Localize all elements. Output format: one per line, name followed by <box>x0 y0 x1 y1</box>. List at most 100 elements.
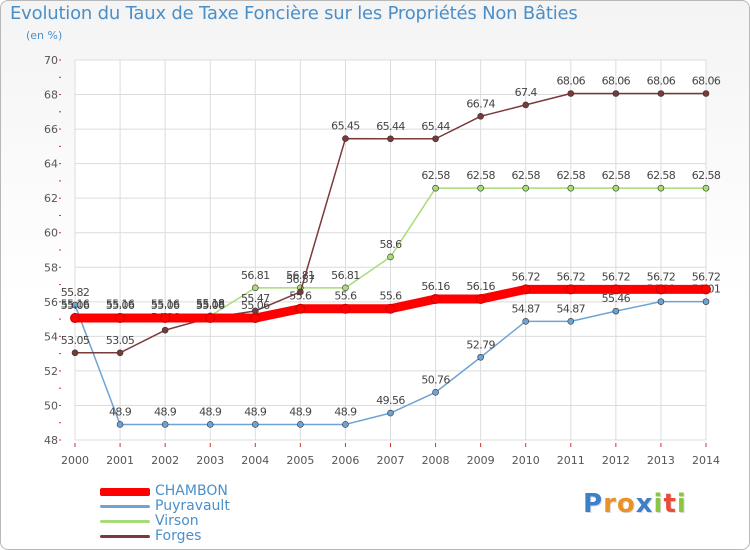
data-label: 48.9 <box>154 405 177 418</box>
data-label: 48.9 <box>244 405 267 418</box>
data-point <box>567 318 575 325</box>
data-point <box>342 284 349 292</box>
data-point <box>430 294 441 305</box>
data-point <box>251 284 259 292</box>
data-point <box>655 284 666 295</box>
data-point <box>701 284 711 295</box>
data-label: 65.44 <box>376 120 405 133</box>
data-label: 49.56 <box>376 394 405 407</box>
chart-title: Evolution du Taux de Taxe Foncière sur l… <box>10 3 578 24</box>
data-point <box>115 313 126 324</box>
data-label: 54.87 <box>511 302 540 315</box>
data-point <box>522 318 530 325</box>
data-point <box>70 313 80 324</box>
data-label: 53.05 <box>106 334 135 347</box>
data-label: 56.72 <box>511 270 540 283</box>
data-label: 55.16 <box>151 297 180 310</box>
data-label: 55.6 <box>334 290 357 303</box>
data-point <box>250 313 261 324</box>
data-label: 68.06 <box>647 75 676 88</box>
data-label: 62.58 <box>647 169 676 182</box>
data-point <box>160 313 171 324</box>
data-label: 55.47 <box>241 292 270 305</box>
data-point <box>342 421 349 428</box>
data-point <box>657 184 665 192</box>
data-label: 62.58 <box>511 169 540 182</box>
data-label: 68.06 <box>557 75 586 88</box>
data-point <box>477 184 484 192</box>
data-point <box>340 303 351 314</box>
y-tick-label: 50 <box>44 399 58 412</box>
data-point <box>567 184 575 192</box>
legend-label: Virson <box>155 513 199 529</box>
data-label: 56.57 <box>286 273 315 286</box>
x-tick-label: 2003 <box>196 454 224 467</box>
data-point <box>387 253 394 261</box>
data-point <box>387 135 394 143</box>
data-label: 62.58 <box>692 169 721 182</box>
data-label: 55.06 <box>196 299 225 312</box>
y-tick-label: 48 <box>44 434 58 447</box>
x-tick-label: 2000 <box>61 454 89 467</box>
data-label: 48.9 <box>199 405 222 418</box>
data-point <box>565 284 576 295</box>
data-point <box>71 349 79 357</box>
data-label: 56.72 <box>557 270 586 283</box>
y-tick-label: 64 <box>44 158 58 171</box>
data-point <box>475 294 486 305</box>
y-tick-label: 70 <box>44 54 58 67</box>
y-tick-label: 68 <box>44 89 58 102</box>
data-point <box>657 90 665 97</box>
data-label: 55.82 <box>61 286 90 299</box>
data-label: 65.44 <box>421 120 450 133</box>
data-point <box>297 421 304 428</box>
data-point <box>116 421 124 428</box>
data-point <box>520 284 531 295</box>
y-tick-label: 66 <box>44 123 58 136</box>
data-label: 55.6 <box>379 290 402 303</box>
data-point <box>477 113 484 120</box>
data-point <box>612 90 620 97</box>
data-label: 54.87 <box>557 302 586 315</box>
x-tick-label: 2011 <box>557 454 585 467</box>
legend-label: Forges <box>155 528 202 544</box>
data-label: 68.06 <box>602 75 631 88</box>
data-label: 56.72 <box>647 270 676 283</box>
data-label: 55.08 <box>196 299 225 312</box>
data-label: 55.16 <box>106 297 135 310</box>
data-point <box>702 298 710 305</box>
data-label: 55.18 <box>196 297 225 310</box>
data-point <box>612 307 620 315</box>
data-label: 56.81 <box>241 269 270 282</box>
data-label: 56.16 <box>421 280 450 293</box>
data-label: 55.06 <box>151 299 180 312</box>
data-label: 56.81 <box>286 269 315 282</box>
data-label: 48.9 <box>289 405 312 418</box>
data-label: 55.46 <box>602 292 631 305</box>
data-point <box>297 288 304 296</box>
x-tick-label: 2009 <box>467 454 495 467</box>
logo-letter: i <box>676 489 687 519</box>
logo-letter: o <box>616 489 636 519</box>
data-label: 52.79 <box>466 338 495 351</box>
x-tick-label: 2001 <box>106 454 134 467</box>
data-point <box>702 184 710 192</box>
legend-swatch <box>100 488 150 496</box>
data-point <box>432 184 439 192</box>
logo-letter: x <box>635 489 654 519</box>
x-tick-label: 2014 <box>692 454 720 467</box>
legend-swatch <box>100 535 150 538</box>
data-label: 62.58 <box>557 169 586 182</box>
legend-label: CHAMBON <box>155 483 228 499</box>
data-label: 53.05 <box>61 334 90 347</box>
legend-swatch <box>100 520 150 523</box>
proxiti-logo: Proxiti <box>583 489 687 519</box>
data-point <box>610 284 621 295</box>
x-tick-label: 2012 <box>602 454 630 467</box>
data-label: 67.4 <box>515 86 538 99</box>
data-label: 62.58 <box>602 169 631 182</box>
logo-letter: r <box>603 489 617 519</box>
x-tick-label: 2002 <box>151 454 179 467</box>
data-label: 56.16 <box>466 280 495 293</box>
data-point <box>161 421 169 428</box>
